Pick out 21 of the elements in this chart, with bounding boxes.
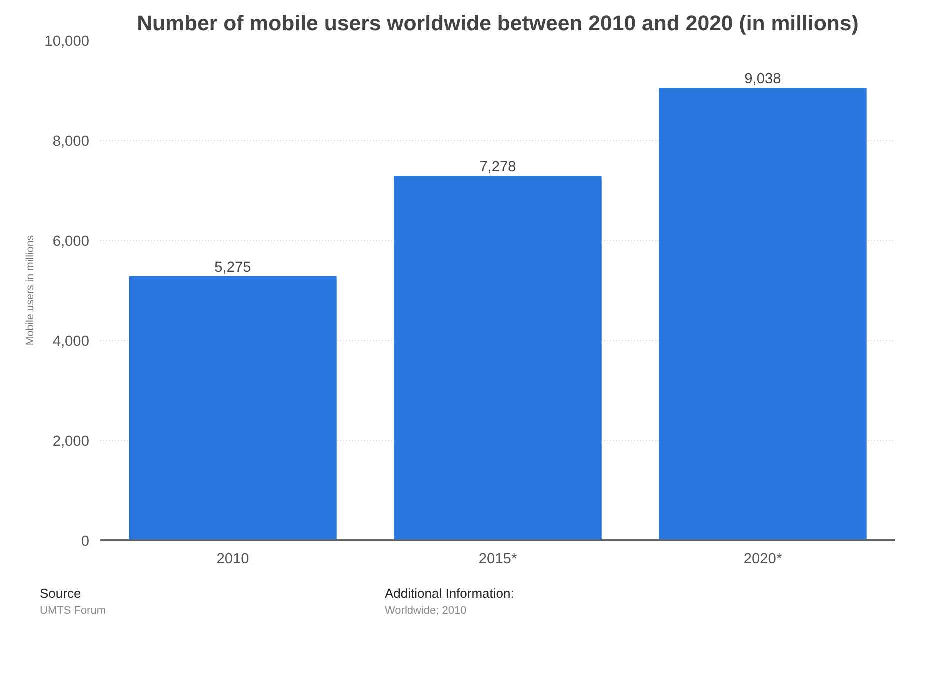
y-tick-label: 6,000 (52, 234, 90, 250)
bar (129, 276, 337, 540)
y-tick-label: 8,000 (52, 134, 90, 150)
text: Additional Information: (385, 585, 514, 603)
chart-title: Number of mobile users worldwide between 2010 and 2020 (in millions) (137, 12, 859, 36)
bar (394, 176, 602, 540)
data-label: 7,278 (480, 160, 516, 176)
text: Source (40, 585, 82, 603)
y-tick-label: 4,000 (52, 334, 90, 350)
bar (659, 88, 867, 540)
x-tick-label: 2010 (216, 552, 250, 568)
x-tick-label: 2020* (744, 552, 782, 568)
data-label: 9,038 (744, 72, 782, 88)
y-tick-label: 10,000 (44, 34, 90, 50)
y-tick-label: 0 (81, 534, 90, 550)
x-tick-label: 2015* (478, 552, 518, 568)
y-axis-title: Mobile users in millions (24, 235, 37, 346)
text: Worldwide; 2010 (385, 604, 468, 619)
data-label: 5,275 (214, 260, 252, 276)
y-tick-label: 2,000 (52, 434, 90, 450)
text: UMTS Forum (40, 604, 106, 619)
